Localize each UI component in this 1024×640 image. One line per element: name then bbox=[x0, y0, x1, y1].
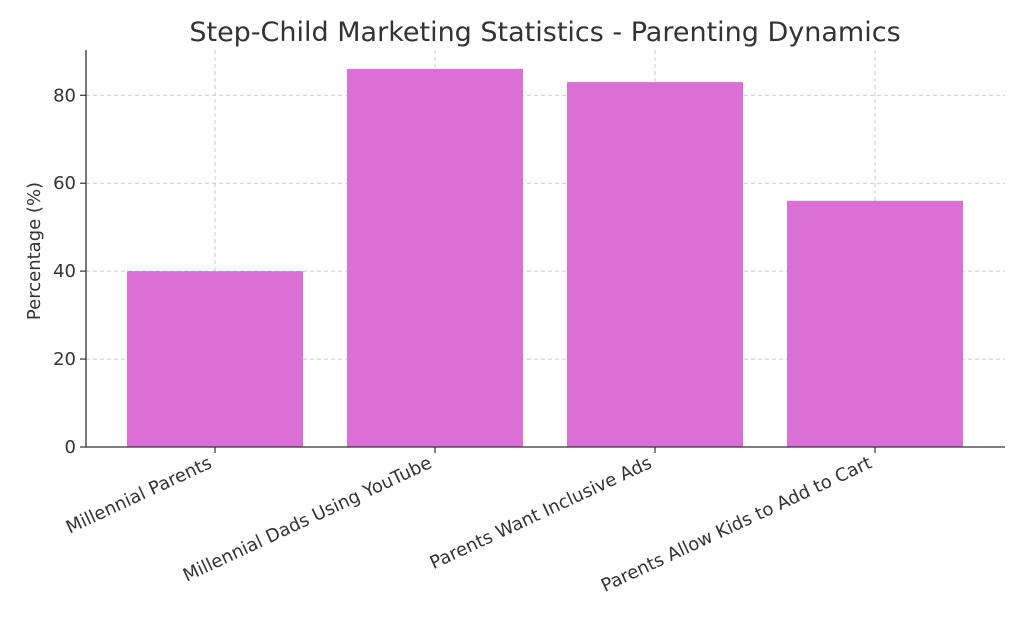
axis-layer bbox=[85, 50, 1005, 448]
bar bbox=[347, 68, 523, 448]
y-tick-label: 40 bbox=[53, 261, 76, 282]
y-tick-label: 80 bbox=[53, 85, 76, 106]
chart-title: Step-Child Marketing Statistics - Parent… bbox=[189, 17, 900, 48]
bar bbox=[127, 271, 303, 447]
bar bbox=[567, 82, 743, 448]
y-axis-title: Percentage (%) bbox=[24, 182, 45, 320]
x-tick-label: Millennial Parents bbox=[63, 452, 215, 538]
y-tick-label: 60 bbox=[53, 173, 76, 194]
y-tick-label: 20 bbox=[53, 349, 76, 370]
x-tick-label: Parents Want Inclusive Ads bbox=[427, 452, 655, 573]
bar bbox=[787, 200, 963, 447]
x-tick-label: Millennial Dads Using YouTube bbox=[180, 452, 435, 586]
bar-layer bbox=[127, 68, 963, 448]
y-tick-label: 0 bbox=[65, 437, 76, 458]
